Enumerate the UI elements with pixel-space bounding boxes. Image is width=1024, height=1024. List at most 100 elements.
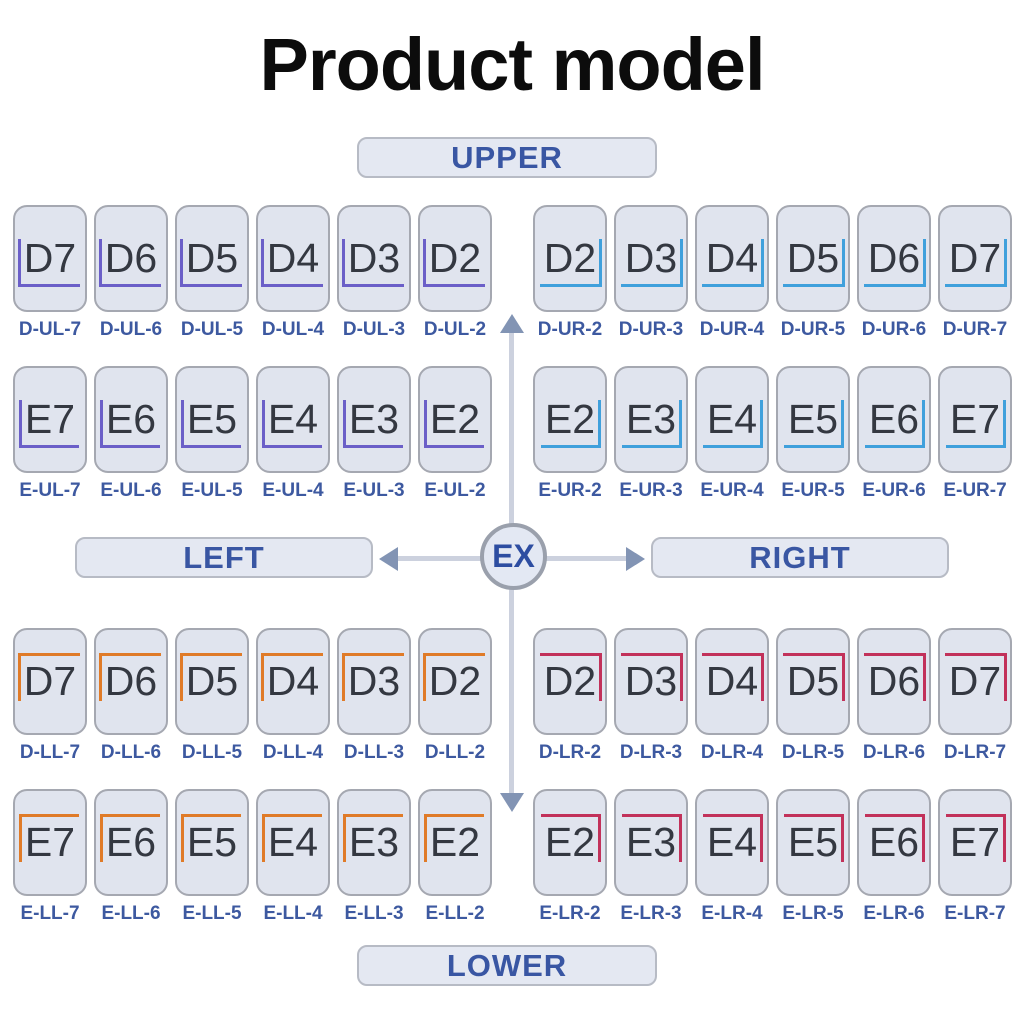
card-code-text: E5 [186,819,238,865]
card-label: E-LL-6 [101,903,161,924]
card-label: E-LR-5 [782,903,844,924]
card-row: D2 D-UR-2 D3 D-UR-3 D4 D-UR-4 [533,205,1013,341]
card-label: D-UL-3 [342,319,406,340]
card-label: D-LL-4 [262,742,324,763]
model-card: D3 [614,628,688,735]
card-label: D-UL-7 [18,319,82,340]
card-unit: D6 D-LR-6 [857,628,931,764]
model-card: E2 [533,789,607,896]
card-label: E-LR-6 [863,903,925,924]
card-code: D5 [179,238,243,287]
card-code-text: E2 [429,396,481,442]
page-title: Product model [259,23,765,106]
card-unit: E4 E-UR-4 [695,366,769,502]
card-label: E-UL-3 [343,480,405,501]
model-card: E5 [776,366,850,473]
card-code: E6 [864,814,926,863]
card-unit: D3 D-LL-3 [337,628,411,764]
card-code-text: E4 [267,819,319,865]
card-code-text: D4 [266,658,320,704]
card-code-text: D5 [786,235,840,281]
card-row: D2 D-LR-2 D3 D-LR-3 D4 D-LR-4 [533,628,1013,764]
card-label: E-LL-4 [263,903,323,924]
card-unit: E3 E-LR-3 [614,789,688,925]
card-code-text: E7 [949,819,1001,865]
model-card: D6 [94,628,168,735]
card-label: E-UR-5 [781,480,845,501]
card-code: D6 [863,653,927,702]
model-card: D3 [614,205,688,312]
model-card: D3 [337,205,411,312]
card-unit: E4 E-UL-4 [256,366,330,502]
card-code: D6 [98,235,162,287]
card-code: E4 [702,396,764,448]
card-label: D-LR-6 [862,742,926,763]
card-label: E-LR-4 [701,903,763,924]
card-code: E7 [945,814,1007,865]
card-code: E5 [180,396,242,448]
lower-label-text: LOWER [446,947,568,983]
card-unit: E3 E-UL-3 [337,366,411,502]
model-card: E7 [938,366,1012,473]
card-code: D4 [701,653,765,702]
model-card: E3 [614,366,688,473]
card-code-text: D3 [347,658,401,704]
card-code: D2 [422,653,486,702]
card-code-text: D2 [428,235,482,281]
card-label: E-UR-2 [538,480,602,501]
card-label: E-LR-7 [944,903,1006,924]
model-card: E2 [533,366,607,473]
model-card: D3 [337,628,411,735]
card-unit: D2 D-LR-2 [533,628,607,764]
card-code-text: E5 [186,396,238,442]
model-card: E7 [938,789,1012,896]
card-label: E-LL-3 [344,903,404,924]
card-unit: E5 E-LL-5 [175,789,249,925]
upper-label-text: UPPER [451,139,563,175]
model-card: D4 [256,205,330,312]
quadrant-upper-right: D2 D-UR-2 D3 D-UR-3 D4 D-UR-4 [533,205,1013,502]
quadrant-lower-right: D2 D-LR-2 D3 D-LR-3 D4 D-LR-4 [533,628,1013,925]
card-unit: D7 D-LR-7 [938,628,1012,764]
card-unit: D4 D-UR-4 [695,205,769,341]
card-unit: E4 E-LR-4 [695,789,769,925]
upper-direction-label: UPPER [357,137,657,178]
card-unit: E7 E-LL-7 [13,789,87,925]
right-label-text: RIGHT [749,539,851,575]
card-row: E2 E-LR-2 E3 E-LR-3 E4 E-LR-4 [533,789,1013,925]
card-code-text: E6 [105,396,157,442]
card-code: E2 [423,396,485,448]
card-label: E-LR-2 [539,903,601,924]
card-code-text: D6 [867,235,921,281]
card-code: D6 [98,653,162,702]
card-label: D-UR-4 [699,319,765,340]
card-code: E7 [945,399,1007,448]
card-code: E3 [621,814,683,863]
card-code-text: D5 [786,658,840,704]
card-code-text: D6 [104,235,158,281]
arrow-up-icon [500,314,524,333]
card-unit: E6 E-UR-6 [857,366,931,502]
card-unit: E3 E-UR-3 [614,366,688,502]
card-label: E-UR-6 [862,480,926,501]
left-label-text: LEFT [183,539,265,575]
card-row: D7 D-LL-7 D6 D-LL-6 D5 D-LL-5 [13,628,493,764]
arrow-down-icon [500,793,524,812]
card-code-text: D7 [23,658,77,704]
card-code-text: E4 [706,396,758,442]
card-code: D2 [539,653,603,702]
model-card: D6 [857,628,931,735]
model-card: E6 [94,789,168,896]
card-code-text: E3 [348,396,400,442]
model-card: E4 [256,789,330,896]
card-code-text: E4 [267,396,319,442]
model-card: E4 [695,366,769,473]
card-code-text: D7 [23,235,77,281]
card-label: D-UL-4 [261,319,325,340]
model-card: D2 [418,628,492,735]
center-ex-hub: EX [480,523,547,590]
model-card: D6 [857,205,931,312]
model-card: E6 [857,789,931,896]
card-code-text: E7 [24,819,76,865]
arrow-right-icon [626,547,645,571]
